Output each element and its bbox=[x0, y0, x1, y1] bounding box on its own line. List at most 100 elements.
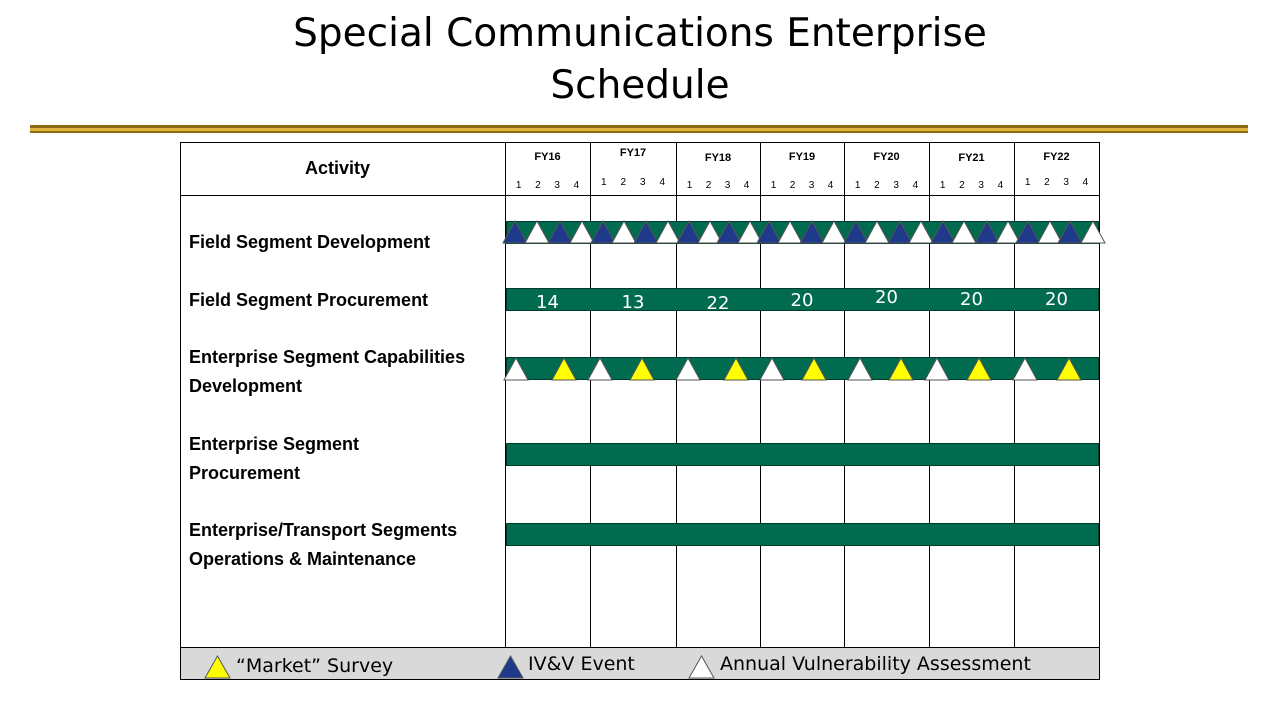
quarter-label: 2 bbox=[789, 180, 796, 191]
ivv-event-marker bbox=[887, 219, 913, 244]
vulnerability-marker bbox=[908, 219, 934, 244]
title-rule-bottom bbox=[30, 131, 1248, 133]
fy-divider bbox=[590, 142, 591, 647]
vulnerability-marker bbox=[995, 219, 1021, 244]
vulnerability-marker bbox=[655, 219, 681, 244]
white-triangle-icon bbox=[688, 654, 715, 679]
vulnerability-marker bbox=[675, 356, 701, 381]
quarter-label: 1 bbox=[854, 180, 861, 191]
legend-divider bbox=[180, 647, 1100, 648]
ivv-event-marker bbox=[843, 219, 869, 244]
quarter-label: 4 bbox=[912, 180, 919, 191]
blue-triangle-icon bbox=[497, 654, 524, 679]
page-title: Special Communications Enterprise Schedu… bbox=[293, 11, 987, 108]
quarter-label: 3 bbox=[1063, 177, 1069, 188]
quarter-label: 4 bbox=[997, 180, 1004, 191]
market-survey-marker bbox=[966, 356, 992, 381]
market-survey-marker bbox=[629, 356, 655, 381]
vulnerability-marker bbox=[847, 356, 873, 381]
procurement-count: 22 bbox=[706, 293, 730, 314]
legend-vulnerability: Annual Vulnerability Assessment bbox=[720, 653, 1031, 675]
ivv-event-marker bbox=[676, 219, 702, 244]
vulnerability-marker bbox=[951, 219, 977, 244]
quarter-label: 4 bbox=[659, 177, 666, 188]
quarter-label: 2 bbox=[1044, 177, 1050, 188]
row-label-enterprise-proc: Enterprise Segment Procurement bbox=[189, 434, 360, 483]
fy-divider bbox=[1014, 142, 1015, 647]
vulnerability-marker bbox=[777, 219, 803, 244]
vulnerability-marker bbox=[821, 219, 847, 244]
fy-divider bbox=[676, 142, 677, 647]
legend bbox=[181, 648, 1099, 679]
vulnerability-marker bbox=[1012, 356, 1038, 381]
quarter-label: 1 bbox=[939, 180, 946, 191]
vulnerability-marker bbox=[924, 356, 950, 381]
procurement-count: 13 bbox=[621, 292, 645, 313]
ivv-event-marker bbox=[756, 219, 782, 244]
vulnerability-marker bbox=[503, 356, 529, 381]
yellow-triangle-icon bbox=[204, 654, 231, 679]
fy-divider bbox=[760, 142, 761, 647]
quarter-label: 3 bbox=[808, 180, 815, 191]
ivv-event-marker bbox=[1057, 219, 1083, 244]
schedule-grid bbox=[180, 142, 1100, 680]
ivv-event-marker bbox=[633, 219, 659, 244]
quarter-label: 2 bbox=[535, 180, 541, 191]
quarter-label: 3 bbox=[978, 180, 984, 191]
ivv-event-marker bbox=[930, 219, 956, 244]
ivv-event-marker bbox=[502, 219, 528, 244]
row-label-operations: Enterprise/Transport Segments Operations… bbox=[189, 520, 458, 569]
quarter-label: 1 bbox=[686, 180, 693, 191]
fy-header-fy22: FY22 bbox=[1043, 151, 1070, 163]
vulnerability-marker bbox=[759, 356, 785, 381]
quarter-label: 1 bbox=[515, 180, 522, 191]
quarter-label: 2 bbox=[959, 180, 965, 191]
ivv-event-marker bbox=[547, 219, 573, 244]
fy-divider bbox=[929, 142, 930, 647]
ivv-event-marker bbox=[590, 219, 616, 244]
row-label-field-proc: Field Segment Procurement bbox=[189, 290, 429, 310]
market-survey-marker bbox=[723, 356, 749, 381]
quarter-label: 3 bbox=[893, 180, 899, 191]
procurement-count: 20 bbox=[960, 289, 983, 310]
vulnerability-marker bbox=[864, 219, 890, 244]
fy-header-fy19: FY19 bbox=[788, 151, 816, 163]
quarter-label: 1 bbox=[1024, 177, 1031, 188]
legend-market-survey: “Market” Survey bbox=[236, 655, 394, 677]
quarter-label: 4 bbox=[827, 180, 834, 191]
procurement-count: 20 bbox=[790, 290, 814, 311]
quarter-label: 1 bbox=[600, 177, 607, 188]
quarter-label: 2 bbox=[705, 180, 712, 191]
bar-enterprise-proc bbox=[506, 443, 1099, 466]
quarter-label: 4 bbox=[743, 180, 750, 191]
title-rule bbox=[30, 125, 1248, 128]
quarter-label: 4 bbox=[573, 180, 580, 191]
fy-header-fy17: FY17 bbox=[619, 147, 647, 159]
activity-column-header: Activity bbox=[305, 158, 371, 178]
vulnerability-marker bbox=[737, 219, 763, 244]
ivv-event-marker bbox=[716, 219, 742, 244]
market-survey-marker bbox=[551, 356, 577, 381]
vulnerability-marker bbox=[524, 219, 550, 244]
market-survey-marker bbox=[801, 356, 827, 381]
procurement-count: 20 bbox=[875, 287, 898, 308]
market-survey-marker bbox=[888, 356, 914, 381]
title-rule-gold bbox=[30, 128, 1248, 131]
quarter-label: 3 bbox=[554, 180, 560, 191]
header-divider bbox=[180, 195, 1100, 196]
ivv-event-marker bbox=[799, 219, 825, 244]
ivv-event-marker bbox=[974, 219, 1000, 244]
quarter-label: 4 bbox=[1082, 177, 1089, 188]
ivv-event-marker bbox=[1015, 219, 1041, 244]
quarter-label: 2 bbox=[874, 180, 880, 191]
quarter-label: 3 bbox=[639, 177, 646, 188]
vulnerability-marker bbox=[569, 219, 595, 244]
bar-field-proc bbox=[506, 288, 1099, 311]
fy-header-fy18: FY18 bbox=[704, 152, 732, 164]
activity-column-divider bbox=[505, 142, 506, 647]
legend-ivv-event: IV&V Event bbox=[528, 653, 635, 675]
row-label-field-dev: Field Segment Development bbox=[189, 232, 431, 252]
quarter-label: 1 bbox=[770, 180, 777, 191]
row-label-enterprise-dev: Enterprise Segment Capabilities Developm… bbox=[189, 347, 466, 396]
fy-header-fy21: FY21 bbox=[958, 152, 985, 164]
